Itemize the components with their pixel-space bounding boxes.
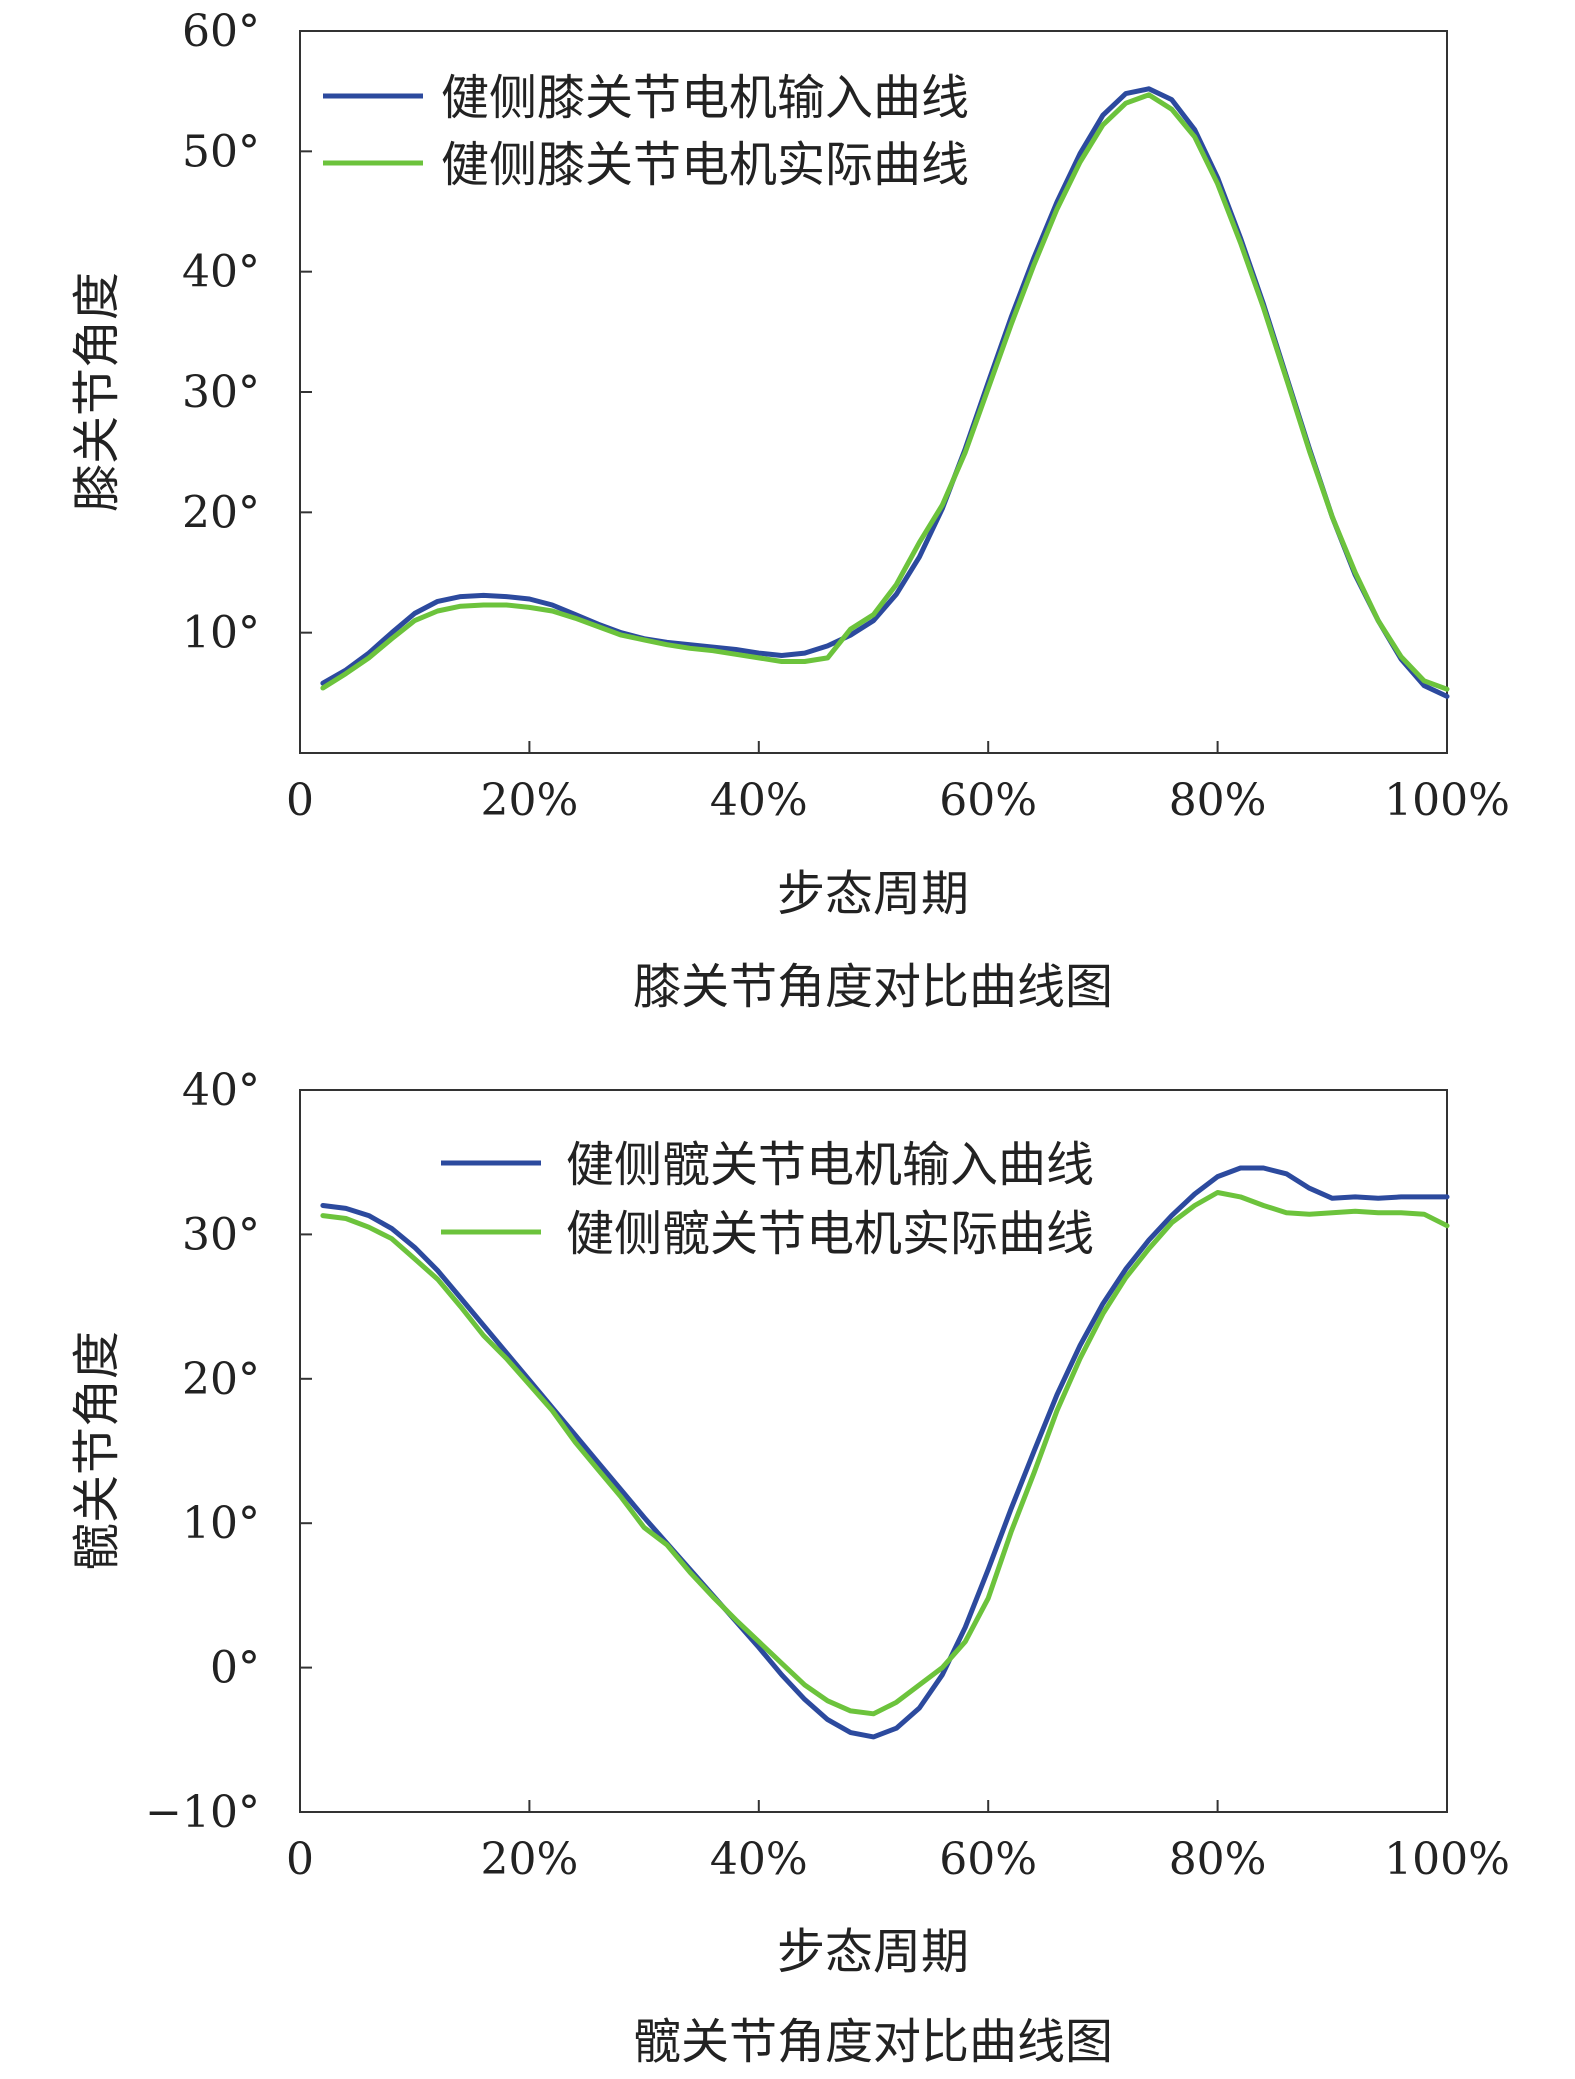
knee-y-tick-label: 40° [182,247,260,298]
knee-y-tick-label: 50° [182,126,260,177]
knee-series-line-actual [320,92,1450,692]
hip-x-tick-label: 40% [710,1834,808,1885]
hip-x-tick-label: 100% [1384,1834,1510,1885]
hip-y-tick-label: 10° [182,1498,260,1549]
hip-y-tick-label: 40° [182,1065,260,1116]
knee-legend-label-actual: 健侧膝关节电机实际曲线 [441,137,969,193]
knee-x-tick-label: 60% [939,775,1037,826]
hip-x-axis-title: 步态周期 [777,1924,969,1980]
hip-legend: 健侧髋关节电机输入曲线 健侧髋关节电机实际曲线 [441,1137,1094,1262]
knee-legend: 健侧膝关节电机输入曲线 健侧膝关节电机实际曲线 [323,70,969,193]
knee-y-tick-label: 20° [182,487,260,538]
knee-series-layer [320,86,1450,699]
knee-chart-caption: 膝关节角度对比曲线图 [633,959,1113,1015]
hip-y-axis-title: 髋关节角度 [69,1331,125,1571]
hip-y-tick-label: 30° [182,1209,260,1260]
hip-y-tick-label: −10° [145,1787,260,1838]
hip-plot-frame [299,1089,1448,1813]
knee-x-tick-label: 20% [481,775,579,826]
knee-x-tick-label: 40% [710,775,808,826]
hip-x-tick-label: 0 [286,1834,314,1885]
knee-x-axis-title: 步态周期 [777,866,969,922]
knee-y-tick-label: 30° [182,367,260,418]
knee-y-axis-title: 膝关节角度 [69,272,125,512]
knee-x-tick-label: 0 [286,775,314,826]
knee-x-tick-label: 100% [1384,775,1510,826]
knee-x-tick-label: 80% [1169,775,1267,826]
knee-legend-label-input: 健侧膝关节电机输入曲线 [441,70,969,126]
hip-x-tick-label: 20% [481,1834,579,1885]
hip-legend-label-actual: 健侧髋关节电机实际曲线 [566,1206,1094,1262]
hip-series-layer [320,1165,1450,1740]
hip-series-line-actual [320,1190,1450,1717]
knee-y-axis-ticks: 10° 20° 30° 40° 50° 60° [182,6,312,659]
hip-chart-caption: 髋关节角度对比曲线图 [633,2014,1113,2070]
hip-x-tick-label: 80% [1169,1834,1267,1885]
hip-x-axis-ticks: 0 20% 40% 60% 80% 100% [286,1800,1510,1885]
knee-y-tick-label: 60° [182,6,260,57]
hip-y-axis-ticks: −10° 0° 10° 20° 30° 40° [145,1065,312,1838]
hip-y-tick-label: 0° [210,1643,260,1694]
knee-x-axis-ticks: 0 20% 40% 60% 80% 100% [286,741,1510,826]
hip-series-line-input [320,1165,1450,1740]
hip-angle-chart: 0 20% 40% 60% 80% 100% −10° 0° 10° 20° 30° 40° 健侧髋… [69,1065,1510,2070]
hip-y-tick-label: 20° [182,1354,260,1405]
hip-x-tick-label: 60% [939,1834,1037,1885]
knee-y-tick-label: 10° [182,608,260,659]
knee-angle-chart: 0 20% 40% 60% 80% 100% 10° 20° 30° 40° 50° 60° 健侧膝… [69,6,1510,1015]
hip-legend-label-input: 健侧髋关节电机输入曲线 [566,1137,1094,1193]
